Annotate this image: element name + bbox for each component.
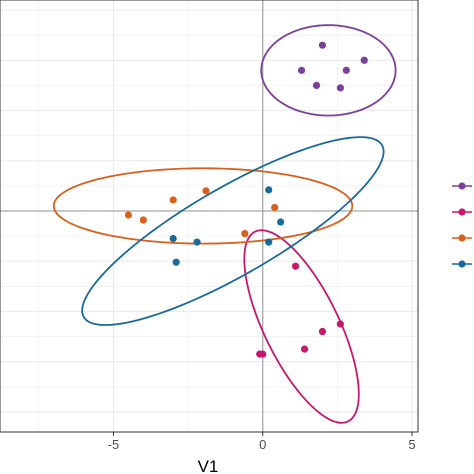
data-point-group-4 <box>169 235 177 243</box>
data-point-group-1 <box>360 56 368 64</box>
data-point-group-3 <box>241 229 249 238</box>
legend-key-point-2 <box>458 208 466 216</box>
x-axis-title: V1 <box>198 457 219 474</box>
confidence-ellipse-3 <box>52 167 354 245</box>
x-tick-label: 0 <box>259 437 266 452</box>
data-point-group-1 <box>318 41 327 49</box>
data-point-group-2 <box>256 350 264 358</box>
x-tick-label: -5 <box>108 437 120 452</box>
data-point-group-4 <box>265 186 273 194</box>
panel-border <box>0 0 419 433</box>
ellipses <box>52 24 397 424</box>
legend <box>452 182 472 268</box>
data-point-group-2 <box>291 262 300 270</box>
x-tick-label: 5 <box>408 437 415 452</box>
legend-key-point-3 <box>458 234 466 242</box>
data-point-group-1 <box>297 66 306 74</box>
data-point-group-2 <box>318 327 327 336</box>
data-point-group-1 <box>312 81 321 89</box>
data-point-group-1 <box>336 84 344 92</box>
data-points <box>124 41 368 358</box>
data-point-group-4 <box>193 238 201 246</box>
data-point-group-3 <box>169 196 177 204</box>
data-point-group-4 <box>265 238 273 246</box>
data-point-group-2 <box>300 345 309 353</box>
data-point-group-1 <box>342 66 350 74</box>
data-point-group-4 <box>172 258 180 266</box>
grid <box>0 0 418 432</box>
confidence-ellipse-1 <box>260 24 397 117</box>
x-axis-ticks: -5 0 5 <box>108 432 416 452</box>
legend-key-point-4 <box>458 260 466 268</box>
confidence-ellipse-2 <box>243 229 360 424</box>
legend-key-point-1 <box>458 182 466 190</box>
data-point-group-2 <box>336 320 344 328</box>
data-point-group-3 <box>202 187 210 195</box>
data-point-group-3 <box>124 211 132 219</box>
data-point-group-4 <box>277 218 285 226</box>
data-point-group-3 <box>271 203 279 212</box>
data-point-group-3 <box>139 216 147 224</box>
confidence-ellipse-4 <box>81 136 385 326</box>
